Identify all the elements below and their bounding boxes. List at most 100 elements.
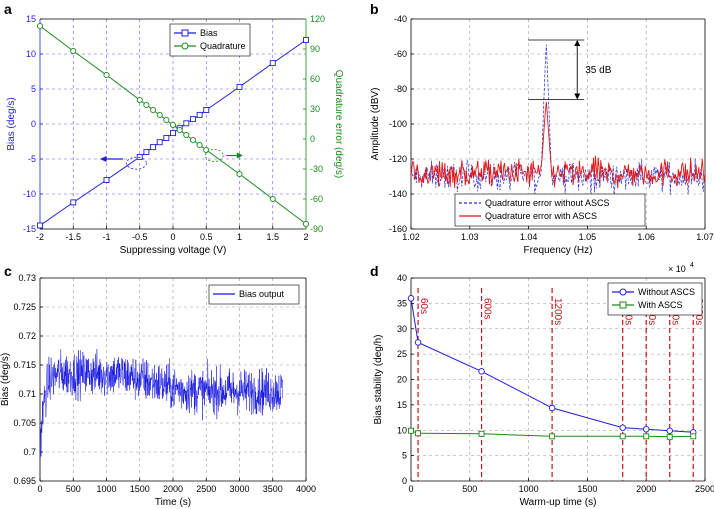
data-point — [303, 37, 309, 43]
panel-a: -2 -1.5 -1 -0.5 0 0.5 1 1.5 2 -15 -10 -5 0 5 10 15 Suppr… — [4, 1, 344, 256]
data-point — [163, 135, 170, 141]
exponent-label: × 10 — [668, 264, 686, 274]
y-tick-label: 20 — [397, 375, 407, 385]
data-point — [269, 195, 276, 203]
panel-letter: c — [4, 263, 12, 279]
x-tick-label: 2000 — [163, 484, 183, 494]
x-axis-label: Frequency (Hz) — [524, 245, 593, 256]
annot-label: 35 dB — [585, 65, 611, 76]
exponent-power: 4 — [690, 262, 694, 269]
x-tick-label: 2500 — [196, 484, 216, 494]
x-tick-label: 0 — [408, 484, 413, 494]
data-point — [156, 111, 163, 119]
y2-tick-label: 60 — [310, 74, 320, 84]
data-point — [37, 222, 43, 229]
data-point — [408, 427, 414, 434]
y-axis-label: Bias (deg/s) — [6, 97, 17, 150]
y-tick-label: 0.72 — [18, 331, 36, 341]
y-tick-label: 0.725 — [13, 302, 36, 312]
y-tick-label: -15 — [23, 224, 36, 234]
data-point — [136, 153, 143, 160]
x-tick-label: 1500 — [577, 484, 597, 494]
data-point — [163, 116, 170, 124]
y2-axis-label: Quadrature error (deg/s) — [333, 70, 344, 178]
x-tick-label: -1 — [102, 232, 110, 242]
bias-arrow-head — [99, 156, 107, 162]
warmup-marker-label: 1200s — [552, 298, 563, 325]
quad-arrow-head — [236, 152, 243, 159]
data-point — [149, 106, 157, 114]
x-tick-label: 1000 — [96, 484, 116, 494]
y-axis-label: Bias stability (deg/h) — [373, 334, 384, 424]
bias-ellipse — [126, 156, 147, 170]
y-tick-label: 15 — [397, 400, 407, 410]
y-tick-label: -5 — [28, 154, 36, 164]
x-tick-label: 0.5 — [200, 232, 213, 242]
legend-label: Quadrature — [200, 41, 246, 51]
data-point — [415, 430, 422, 437]
y-tick-label: 0.73 — [18, 273, 36, 283]
series-line — [410, 430, 694, 438]
data-point — [103, 177, 110, 183]
data-point — [103, 71, 110, 79]
legend-label: Bias output — [239, 289, 285, 299]
x-tick-label: 500 — [66, 484, 81, 494]
series-trace — [411, 44, 705, 198]
panel-d: 0 500 1000 1500 2000 2500 0 5 10 15 20 25 30 35 40 Warm… — [370, 262, 714, 508]
y-tick-label: -60 — [394, 49, 407, 59]
x-tick-label: 1 — [237, 232, 242, 242]
y-tick-label: -80 — [394, 84, 407, 94]
panel-letter: d — [370, 263, 379, 279]
x-tick-label: 3500 — [263, 484, 283, 494]
data-point — [143, 101, 150, 109]
y2-tick-label: 0 — [310, 134, 315, 144]
data-point — [236, 83, 243, 90]
data-point — [196, 141, 203, 149]
y-tick-label: 30 — [397, 324, 407, 334]
data-point — [150, 144, 157, 151]
y-tick-label: 15 — [26, 14, 36, 24]
legend-box — [208, 284, 300, 305]
y-axis-label: Amplitude (dBV) — [370, 88, 381, 161]
warmup-marker-label: 600s — [482, 298, 493, 320]
y-tick-label: 10 — [26, 49, 36, 59]
x-tick-label: 1.02 — [402, 232, 420, 242]
legend-box — [454, 193, 646, 227]
y-axis-label: Bias (deg/s) — [0, 353, 11, 406]
data-point — [70, 199, 77, 206]
y2-tick-label: 120 — [310, 14, 325, 24]
data-point — [666, 427, 673, 435]
y2-tick-label: -60 — [310, 194, 323, 204]
data-point — [619, 424, 626, 431]
x-tick-label: -0.5 — [132, 232, 148, 242]
series-line — [410, 298, 694, 433]
y-tick-label: 0.705 — [13, 418, 36, 428]
y-tick-label: 0.71 — [18, 389, 36, 399]
data-point — [196, 111, 203, 118]
x-tick-label: 1500 — [130, 484, 150, 494]
y2-tick-label: -30 — [310, 164, 323, 174]
x-tick-label: 0 — [37, 484, 42, 494]
y-tick-label: -120 — [389, 154, 407, 164]
data-point — [236, 170, 243, 178]
data-point — [478, 430, 485, 437]
x-tick-label: 1.05 — [579, 232, 597, 242]
x-tick-label: 2 — [303, 232, 308, 242]
data-point — [203, 146, 210, 154]
y-tick-label: 0 — [31, 119, 36, 129]
data-point — [619, 433, 626, 440]
y-tick-label: -100 — [389, 119, 407, 129]
legend-marker — [619, 288, 627, 296]
data-point — [548, 404, 556, 412]
x-tick-label: 1.04 — [520, 232, 538, 242]
x-tick-label: -2 — [36, 232, 44, 242]
data-point — [156, 139, 163, 146]
x-axis-label: Suppressing voltage (V) — [120, 245, 227, 256]
data-point — [176, 126, 183, 134]
x-tick-label: 2500 — [695, 484, 714, 494]
y-tick-label: 25 — [397, 349, 407, 359]
data-point — [189, 116, 196, 123]
data-point — [302, 220, 310, 228]
legend-label: With ASCS — [638, 300, 683, 310]
